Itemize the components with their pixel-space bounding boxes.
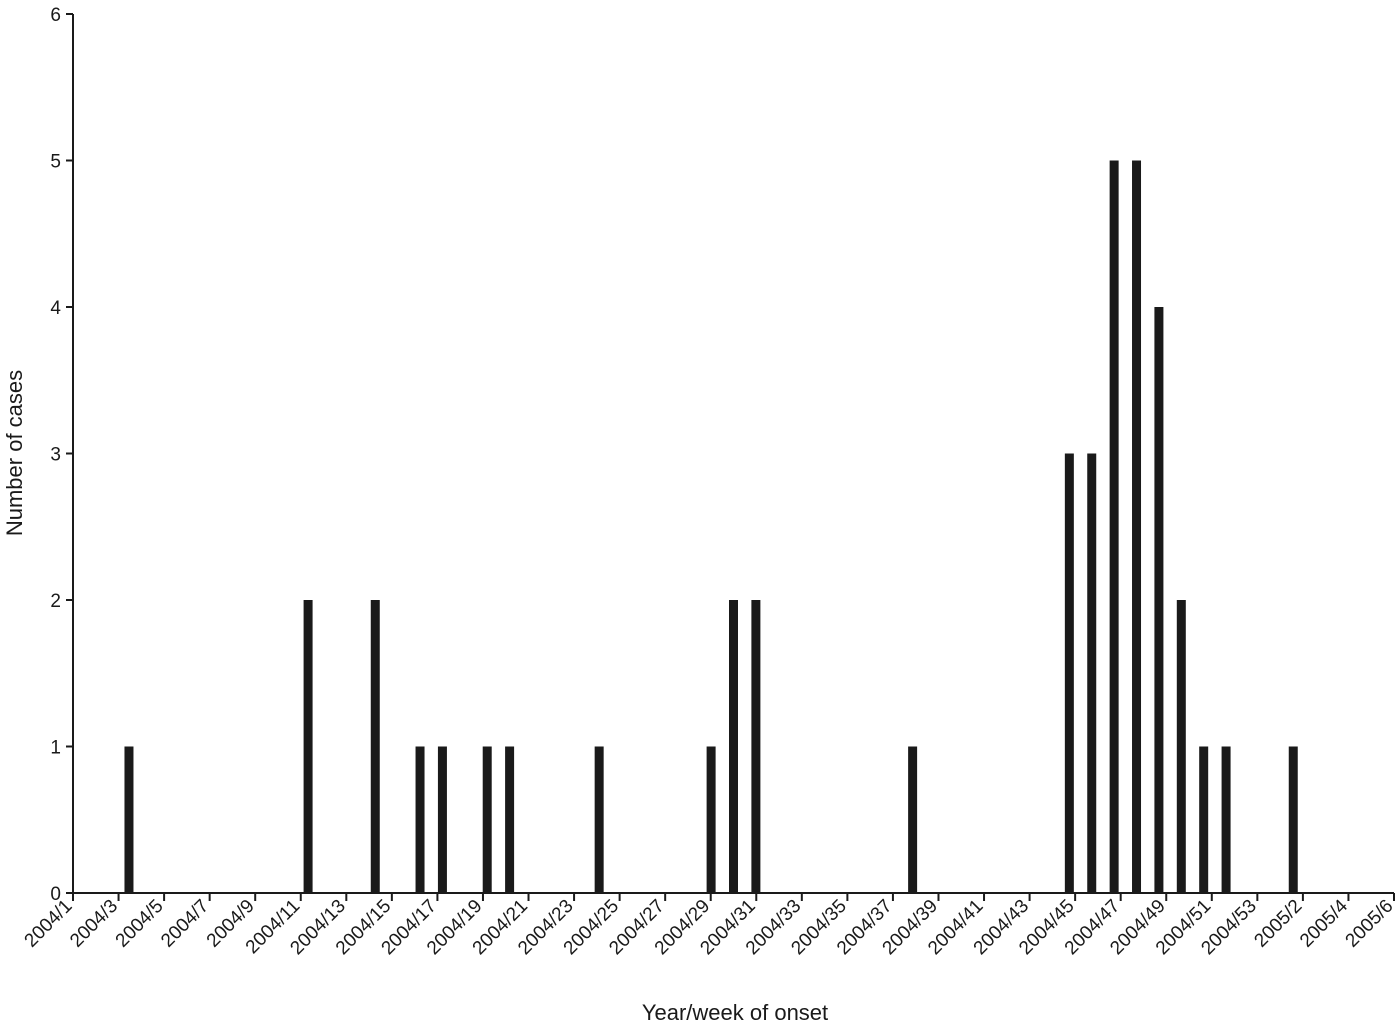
x-tick-label: 2004/5 — [112, 896, 168, 952]
y-tick-label: 1 — [50, 738, 61, 759]
y-tick-label: 4 — [50, 298, 61, 319]
bar-2004-3 — [124, 746, 134, 893]
bar-2004-45 — [1064, 453, 1074, 893]
bar-2004-16 — [415, 746, 425, 893]
x-axis: 2004/12004/32004/52004/72004/92004/11200… — [21, 892, 1398, 959]
x-tick-label: 2004/3 — [66, 896, 122, 952]
bar-2004-11 — [303, 600, 313, 893]
bar-2004-52 — [1221, 746, 1231, 893]
bar-2004-29 — [706, 746, 716, 893]
y-axis: 0 1 2 3 4 5 6 — [50, 5, 74, 905]
bar-2004-48 — [1132, 160, 1142, 893]
bar-2004-17 — [437, 746, 447, 893]
bar-2004-46 — [1087, 453, 1097, 893]
y-tick-label: 5 — [50, 152, 61, 173]
bar-2004-38 — [908, 746, 918, 893]
bar-2004-47 — [1109, 160, 1119, 893]
bar-2004-50 — [1176, 600, 1186, 893]
y-tick-label: 6 — [50, 5, 61, 26]
y-tick-label: 3 — [50, 445, 61, 466]
bar-2004-24 — [594, 746, 604, 893]
bars-group — [124, 160, 1298, 893]
bar-2004-31 — [751, 600, 761, 893]
y-tick-label: 0 — [50, 884, 61, 905]
bar-2004-51 — [1199, 746, 1209, 893]
x-tick-label: 2005/4 — [1296, 895, 1352, 951]
bar-2004-19 — [482, 746, 492, 893]
bar-2004-20 — [505, 746, 515, 893]
y-axis-title: Number of cases — [2, 370, 27, 536]
bar-2004-14 — [370, 600, 380, 893]
x-tick-label: 2005/2 — [1250, 896, 1306, 952]
x-axis-title: Year/week of onset — [642, 1000, 828, 1025]
bar-2004-30 — [729, 600, 738, 893]
x-tick-label: 2004/7 — [157, 896, 213, 952]
x-tick-label: 2004/1 — [21, 896, 77, 952]
y-tick-label: 2 — [50, 591, 61, 612]
bar-2004-49 — [1154, 307, 1164, 893]
bar-2005-2 — [1288, 746, 1298, 893]
x-tick-label: 2005/6 — [1342, 896, 1398, 952]
